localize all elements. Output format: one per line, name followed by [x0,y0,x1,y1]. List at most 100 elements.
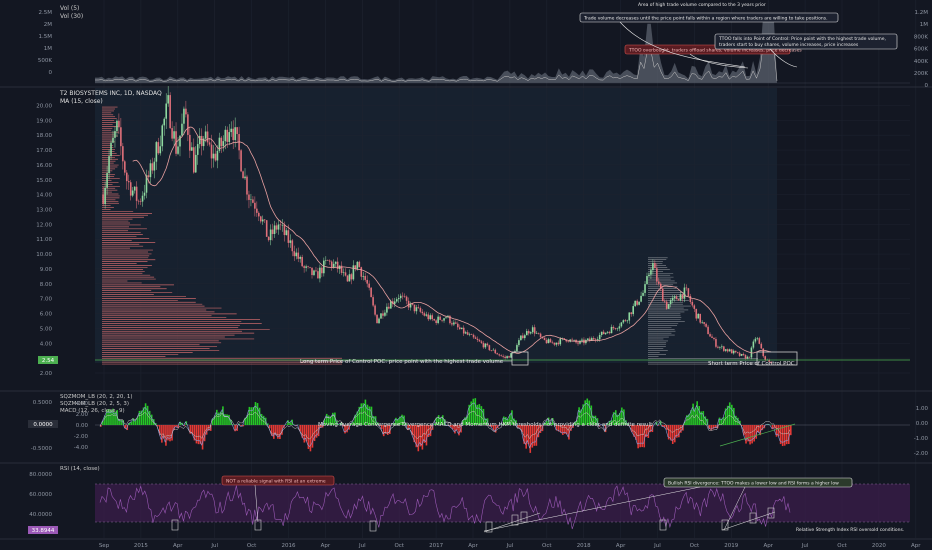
candle-body [612,326,615,329]
momentum-right-axis: 1.00 0.00 -1.00 -2.00 [914,406,929,457]
candle-body [143,192,146,196]
candle-body [179,135,181,147]
candle-body [378,318,380,324]
candle-body [506,356,508,359]
momentum-bar [250,407,253,425]
momentum-bar [327,415,330,425]
candle-body [171,128,173,139]
candle-body [295,252,298,257]
callout-3-box [714,33,898,50]
candle-body [291,240,294,252]
candle-body [559,338,562,345]
momentum-bar [511,410,513,425]
candle-body [713,337,715,340]
rsi-tick-label: 60.0000 [29,492,52,498]
candle-body [693,305,696,309]
momentum-bar [790,425,792,436]
candle-body [336,261,339,269]
momentum-bar [433,423,436,425]
momentum-bar [417,425,420,452]
candle-body [135,186,138,201]
candle-body [397,298,400,300]
candle-body [192,147,195,173]
momentum-bar [183,425,186,426]
candle-body [147,175,150,178]
momentum-bar [572,425,574,428]
time-tick-label: Apr [911,543,921,549]
time-axis: Sep 2015 Apr Jul Oct 2016 Apr Jul Oct 2017 Apr Jul O… [99,543,921,549]
momentum-bar [568,425,570,440]
momentum-bar [437,415,440,425]
momentum-bar [429,425,432,437]
candle-body [453,322,455,325]
momentum-bar [574,421,576,425]
momentum-bar [523,425,525,444]
candle-body [236,127,238,135]
momentum-bar [649,425,652,433]
price-tick-label: 15.00 [36,178,52,184]
candle-body [760,343,763,349]
momentum-inner-tick: 0.00 [76,423,89,429]
momentum-bar [566,425,568,435]
time-tick-label: Oct [690,543,700,549]
candle-body [405,296,408,301]
momentum-right-tick: 0.00 [916,421,929,427]
momentum-inner-tick: 4.00 [76,401,89,407]
momentum-bar [136,417,139,425]
price-tick-label: 20.00 [36,103,52,109]
momentum-bar [537,425,540,438]
rsi-oversold-box [369,520,377,532]
candle-body [707,326,709,335]
momentum-bar [785,425,788,445]
candle-body [177,146,179,154]
candle-body [273,225,276,234]
candle-body [248,194,250,200]
candle-body [770,361,772,364]
candle-body [431,315,434,320]
candle-body [667,304,670,309]
candle-body [127,181,130,183]
price-tick-label: 16.00 [36,163,52,169]
candle-body [677,299,680,301]
momentum-bar [159,425,161,435]
candle-body [191,147,193,151]
volume-right-tick: 800K [914,34,928,40]
momentum-bar [368,406,371,425]
momentum-bar [209,425,212,431]
candle-body [151,163,154,171]
candle-body [370,287,372,298]
candle-body [315,270,317,272]
candle-body [455,322,457,324]
momentum-bar [452,425,454,430]
momentum-bar [724,408,727,425]
candle-body [543,337,546,340]
momentum-bar [342,425,344,427]
momentum-bar [454,425,456,434]
candle-body [269,229,272,241]
volume-left-tick: 1M [44,46,52,52]
rsi-legend: RSI (14, close) [60,466,100,472]
momentum-bar [680,425,682,433]
price-tick-label: 12.00 [36,222,52,228]
momentum-bar [277,425,279,439]
candle-body [738,352,741,356]
candle-body [656,268,658,282]
momentum-bar [415,425,418,448]
momentum-bar [382,425,385,437]
momentum-left-tick: -0.5000 [31,446,53,452]
candle-body [748,356,751,358]
momentum-bar [332,412,334,425]
candle-body [721,346,723,348]
momentum-bar [612,412,615,425]
candle-body [464,332,467,334]
candle-body [573,339,575,341]
momentum-bar [378,425,381,426]
momentum-bar [684,421,686,425]
momentum-bar [252,407,255,425]
momentum-bar [104,415,106,425]
momentum-bar [218,412,220,425]
momentum-bar [702,411,705,425]
momentum-bar [647,425,650,438]
momentum-bar [311,425,314,448]
